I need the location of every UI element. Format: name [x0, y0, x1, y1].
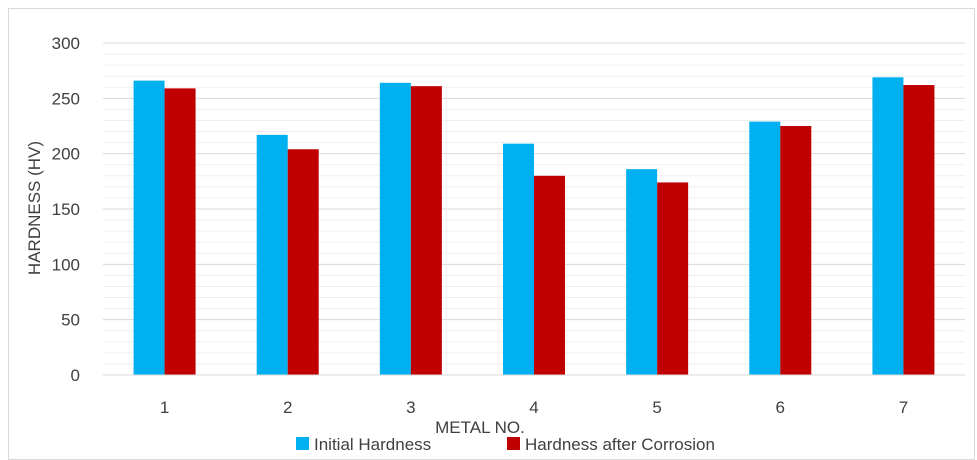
x-tick-label: 2 [283, 398, 292, 417]
bar-initial-hardness-6 [749, 121, 781, 375]
bars [103, 77, 965, 376]
bar-hardness-after-corrosion-5 [657, 182, 689, 375]
bar-initial-hardness-7 [872, 77, 904, 375]
bar-initial-hardness-2 [256, 134, 288, 375]
bar-hardness-after-corrosion-4 [534, 175, 565, 375]
y-tick-label: 200 [52, 145, 80, 164]
y-tick-label: 50 [61, 311, 80, 330]
bar-hardness-after-corrosion-1 [164, 88, 196, 375]
x-tick-label: 4 [529, 398, 538, 417]
bar-hardness-after-corrosion-6 [780, 126, 812, 375]
legend-swatch-initial-hardness [296, 437, 309, 450]
y-tick-label: 100 [52, 255, 80, 274]
legend: Initial Hardness Hardness after Corrosio… [296, 435, 715, 454]
x-tick-label: 6 [776, 398, 785, 417]
y-tick-labels: 0 50 100 150 200 250 300 [52, 34, 80, 385]
x-tick-label: 5 [652, 398, 661, 417]
y-tick-label: 0 [71, 366, 80, 385]
legend-label-hardness-after-corrosion: Hardness after Corrosion [525, 435, 715, 454]
bar-hardness-after-corrosion-7 [903, 85, 935, 375]
legend-swatch-hardness-after-corrosion [507, 437, 520, 450]
y-tick-label: 300 [52, 34, 80, 53]
bar-hardness-after-corrosion-3 [410, 86, 442, 375]
x-tick-label: 3 [406, 398, 415, 417]
y-axis-title: HARDNESS (HV) [25, 141, 44, 275]
bar-initial-hardness-4 [503, 143, 534, 375]
bar-initial-hardness-5 [626, 169, 658, 375]
bar-hardness-after-corrosion-2 [287, 149, 319, 375]
x-axis-title: METAL NO. [435, 418, 525, 437]
bar-initial-hardness-1 [133, 80, 165, 376]
x-tick-label: 7 [899, 398, 908, 417]
bar-initial-hardness-3 [379, 82, 411, 375]
y-tick-label: 150 [52, 200, 80, 219]
x-tick-label: 1 [160, 398, 169, 417]
y-tick-label: 250 [52, 89, 80, 108]
legend-label-initial-hardness: Initial Hardness [314, 435, 431, 454]
x-tick-labels: 1 2 3 4 5 6 7 [160, 398, 908, 417]
